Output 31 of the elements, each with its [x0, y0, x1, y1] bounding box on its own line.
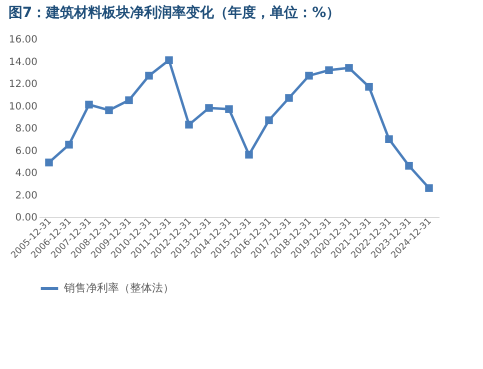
point [85, 100, 93, 109]
point [45, 158, 53, 166]
y-tick-label: 8.00 [15, 124, 38, 134]
point [205, 104, 213, 112]
y-tick-label: 14.00 [8, 56, 38, 68]
point [65, 140, 73, 149]
point [265, 116, 273, 124]
y-tick-label: 16.00 [8, 34, 38, 46]
point [345, 64, 353, 72]
point [385, 135, 393, 143]
point [285, 94, 293, 102]
point [125, 96, 133, 104]
y-tick-label: 12.00 [8, 79, 38, 90]
y-tick-label: 10.00 [8, 101, 38, 112]
point [145, 72, 153, 80]
legend-label: 销售净利率（整体法） [63, 282, 174, 294]
point [225, 105, 233, 113]
point [305, 72, 313, 80]
y-tick-label: 4.00 [15, 168, 38, 179]
chart-title: 图7：建筑材料板块净利润率变化（年度，单位：%） [8, 4, 340, 21]
point [365, 82, 373, 91]
point [405, 162, 413, 170]
y-tick-label: 6.00 [15, 146, 38, 157]
point [185, 120, 193, 129]
point [165, 56, 173, 64]
y-tick-label: 0.00 [15, 212, 38, 224]
point [245, 150, 253, 159]
point [105, 106, 113, 114]
y-tick-label: 2.00 [15, 190, 38, 202]
point [325, 66, 333, 74]
point [425, 184, 433, 192]
